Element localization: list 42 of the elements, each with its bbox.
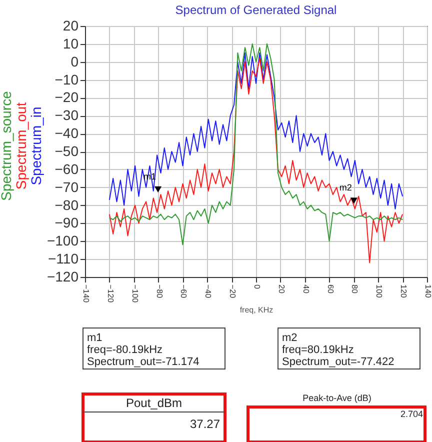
y-tick-label: −60 <box>54 160 79 177</box>
y-tick-label: −70 <box>54 178 79 195</box>
y-tick-label: −30 <box>54 107 79 124</box>
text: 2.704 <box>400 409 423 419</box>
x-tick-label: −100 <box>130 284 140 304</box>
y-tick-label: −20 <box>54 89 79 106</box>
line-series <box>108 52 404 210</box>
chart-title: Spectrum of Generated Signal <box>175 3 337 17</box>
x-axis-title: freq, KHz <box>240 306 274 315</box>
x-tick-label: 80 <box>350 284 360 294</box>
text: m1 freq=-80.19kHz Spectrum_out=-71.174 <box>87 332 200 368</box>
text: Peak-to-Ave (dB) <box>302 393 372 403</box>
y-tick-label: 20 <box>62 18 79 34</box>
x-tick-label: −120 <box>106 284 115 304</box>
x-tick-label: −20 <box>228 284 238 299</box>
annotation: m2 <box>339 182 352 193</box>
y-tick-label: −50 <box>54 143 79 159</box>
text: Spectrum_source <box>0 90 14 201</box>
y-tick-label: −90 <box>54 214 79 231</box>
text: Spectrum_out <box>13 102 29 190</box>
text: Spectrum_in <box>28 106 44 186</box>
text: 37.27 <box>190 417 220 431</box>
x-tick-label: 0 <box>252 284 262 290</box>
x-tick-label: 60 <box>326 284 335 294</box>
y-tick-label: −80 <box>54 196 79 213</box>
x-tick-label: −80 <box>154 284 164 299</box>
y-tick-label: 10 <box>62 35 79 52</box>
y-tick-label: 0 <box>70 53 79 70</box>
x-tick-label: 140 <box>424 284 432 298</box>
x-tick-label: 120 <box>399 284 408 298</box>
text: m2 freq=80.19kHz Spectrum_out=-77.422 <box>282 332 394 368</box>
y-tick-label: −100 <box>46 232 79 249</box>
x-tick-label: −140 <box>82 284 90 304</box>
x-tick-label: 20 <box>276 284 286 294</box>
text: Pout_dBm <box>126 396 182 410</box>
y-tick-label: −40 <box>54 125 79 142</box>
y-tick-label: −110 <box>48 250 79 267</box>
x-tick-label: −60 <box>179 284 188 299</box>
y-tick-label: −10 <box>54 71 79 88</box>
x-tick-label: −40 <box>204 284 213 299</box>
x-tick-label: 100 <box>374 284 384 298</box>
x-tick-label: 40 <box>301 284 310 294</box>
